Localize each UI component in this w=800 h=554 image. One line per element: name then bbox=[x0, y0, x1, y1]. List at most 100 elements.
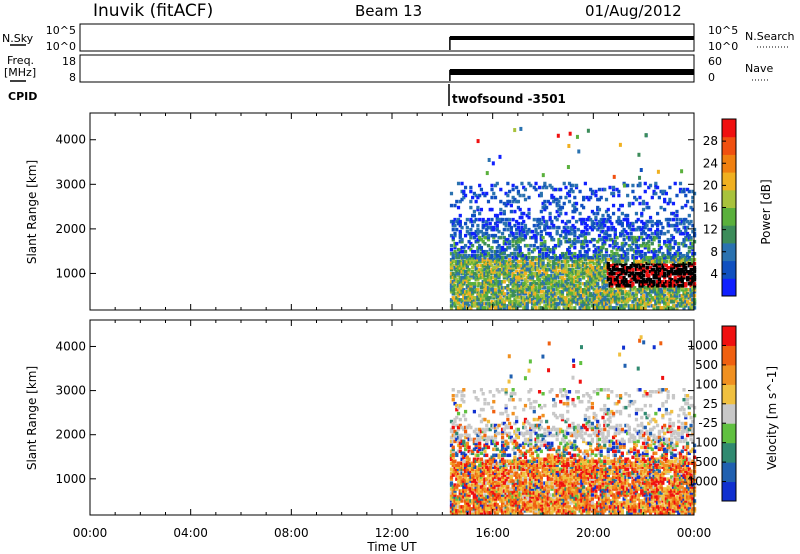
data-cell bbox=[566, 259, 570, 264]
data-cell bbox=[543, 247, 547, 252]
data-cell bbox=[603, 261, 607, 266]
data-cell bbox=[682, 231, 686, 236]
data-cell bbox=[583, 298, 587, 302]
data-cell bbox=[486, 259, 491, 264]
data-cell bbox=[492, 491, 496, 495]
data-cell bbox=[449, 499, 454, 503]
data-cell bbox=[456, 501, 461, 505]
data-cell bbox=[539, 265, 543, 270]
data-cell bbox=[541, 437, 545, 442]
data-cell bbox=[620, 257, 624, 262]
data-cell bbox=[476, 477, 480, 481]
data-cell bbox=[668, 300, 672, 304]
data-cell bbox=[449, 477, 454, 481]
data-cell bbox=[467, 505, 471, 509]
data-cell bbox=[620, 272, 624, 276]
data-cell bbox=[490, 423, 494, 428]
data-cell bbox=[529, 437, 533, 442]
data-cell bbox=[666, 306, 670, 310]
data-cell bbox=[626, 221, 630, 226]
data-cell bbox=[455, 261, 459, 266]
data-cell bbox=[523, 507, 528, 511]
data-cell bbox=[516, 304, 521, 308]
data-cell bbox=[474, 265, 478, 270]
data-cell bbox=[543, 459, 547, 463]
data-cell bbox=[539, 491, 543, 495]
data-cell bbox=[471, 223, 475, 228]
data-cell bbox=[532, 445, 536, 450]
data-cell bbox=[499, 461, 503, 465]
data-cell bbox=[652, 288, 656, 292]
data-cell bbox=[557, 199, 561, 204]
data-cell bbox=[523, 497, 528, 501]
data-cell bbox=[571, 223, 575, 228]
data-cell bbox=[673, 181, 677, 186]
data-cell bbox=[508, 471, 512, 475]
data-cell bbox=[666, 298, 670, 302]
data-cell bbox=[469, 487, 473, 491]
data-cell bbox=[606, 265, 610, 270]
data-cell bbox=[615, 278, 619, 282]
data-cell bbox=[668, 296, 672, 300]
data-cell bbox=[476, 449, 480, 454]
data-cell bbox=[504, 485, 508, 489]
data-cell bbox=[608, 302, 612, 306]
data-cell bbox=[460, 261, 464, 266]
data-cell bbox=[530, 489, 535, 493]
data-cell bbox=[539, 282, 543, 286]
data-cell bbox=[471, 477, 475, 481]
data-cell bbox=[451, 439, 455, 444]
data-cell bbox=[548, 463, 552, 467]
data-cell bbox=[610, 253, 614, 258]
data-cell bbox=[613, 231, 617, 236]
data-cell bbox=[493, 495, 498, 499]
data-cell bbox=[502, 276, 506, 280]
data-cell bbox=[495, 257, 499, 262]
data-cell bbox=[460, 237, 464, 242]
data-cell bbox=[684, 302, 688, 306]
data-cell bbox=[532, 409, 536, 414]
data-cell bbox=[495, 294, 499, 298]
data-cell bbox=[506, 193, 510, 198]
data-cell bbox=[492, 457, 496, 462]
data-cell bbox=[511, 300, 515, 304]
data-cell bbox=[680, 257, 684, 262]
data-cell bbox=[548, 215, 552, 220]
data-cell bbox=[463, 483, 468, 487]
data-cell bbox=[508, 253, 512, 258]
data-cell bbox=[578, 278, 582, 282]
data-cell bbox=[478, 255, 482, 260]
data-cell bbox=[456, 253, 461, 258]
data-cell bbox=[486, 445, 491, 450]
data-cell bbox=[652, 304, 656, 308]
data-cell bbox=[657, 247, 661, 252]
data-cell bbox=[553, 282, 558, 286]
data-cell bbox=[486, 235, 491, 240]
data-cell bbox=[467, 461, 471, 465]
data-cell bbox=[548, 217, 552, 222]
data-cell bbox=[548, 231, 552, 236]
data-cell bbox=[537, 296, 542, 300]
data-cell bbox=[608, 288, 612, 292]
data-cell bbox=[532, 475, 536, 479]
data-cell bbox=[502, 493, 506, 497]
data-cell bbox=[495, 441, 499, 446]
data-cell bbox=[692, 294, 697, 298]
data-cell bbox=[515, 483, 519, 487]
data-cell bbox=[534, 511, 538, 515]
data-cell bbox=[622, 217, 626, 222]
data-cell bbox=[641, 229, 646, 234]
data-cell bbox=[645, 292, 649, 296]
data-cell bbox=[481, 487, 485, 491]
data-cell bbox=[555, 265, 559, 270]
data-cell bbox=[691, 306, 695, 310]
data-cell bbox=[619, 255, 623, 260]
data-cell bbox=[518, 231, 522, 236]
data-cell bbox=[659, 280, 663, 284]
data-cell bbox=[487, 157, 491, 162]
data-cell bbox=[666, 274, 670, 278]
data-cell bbox=[465, 509, 469, 513]
data-cell bbox=[537, 225, 542, 230]
data-cell bbox=[543, 473, 547, 477]
data-cell bbox=[500, 429, 505, 434]
